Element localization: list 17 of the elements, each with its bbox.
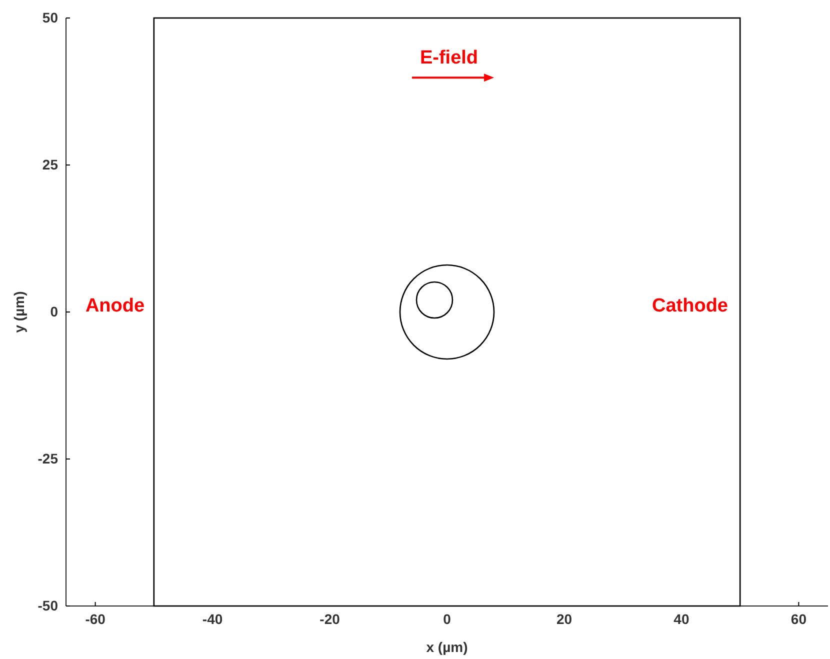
y-tick-label: 50: [42, 9, 58, 26]
y-tick-label: -25: [38, 450, 58, 466]
x-tick-label: 0: [443, 610, 452, 627]
annotation: E-field: [420, 48, 478, 69]
y-tick-label: 25: [42, 156, 58, 172]
annotation: Anode: [85, 296, 145, 317]
x-tick-label: -40: [202, 610, 223, 627]
annotation: Cathode: [652, 296, 728, 317]
x-tick-label: 40: [674, 610, 690, 627]
y-axis-title: y (µm): [11, 291, 27, 333]
x-tick-label: 60: [790, 610, 807, 627]
y-tick-label: -50: [38, 597, 58, 614]
x-tick-label: -20: [320, 610, 340, 627]
x-tick-label: -60: [85, 610, 106, 627]
x-tick-label: 20: [556, 610, 572, 627]
x-axis-title: x (µm): [426, 639, 468, 655]
y-tick-label: 0: [50, 303, 58, 320]
